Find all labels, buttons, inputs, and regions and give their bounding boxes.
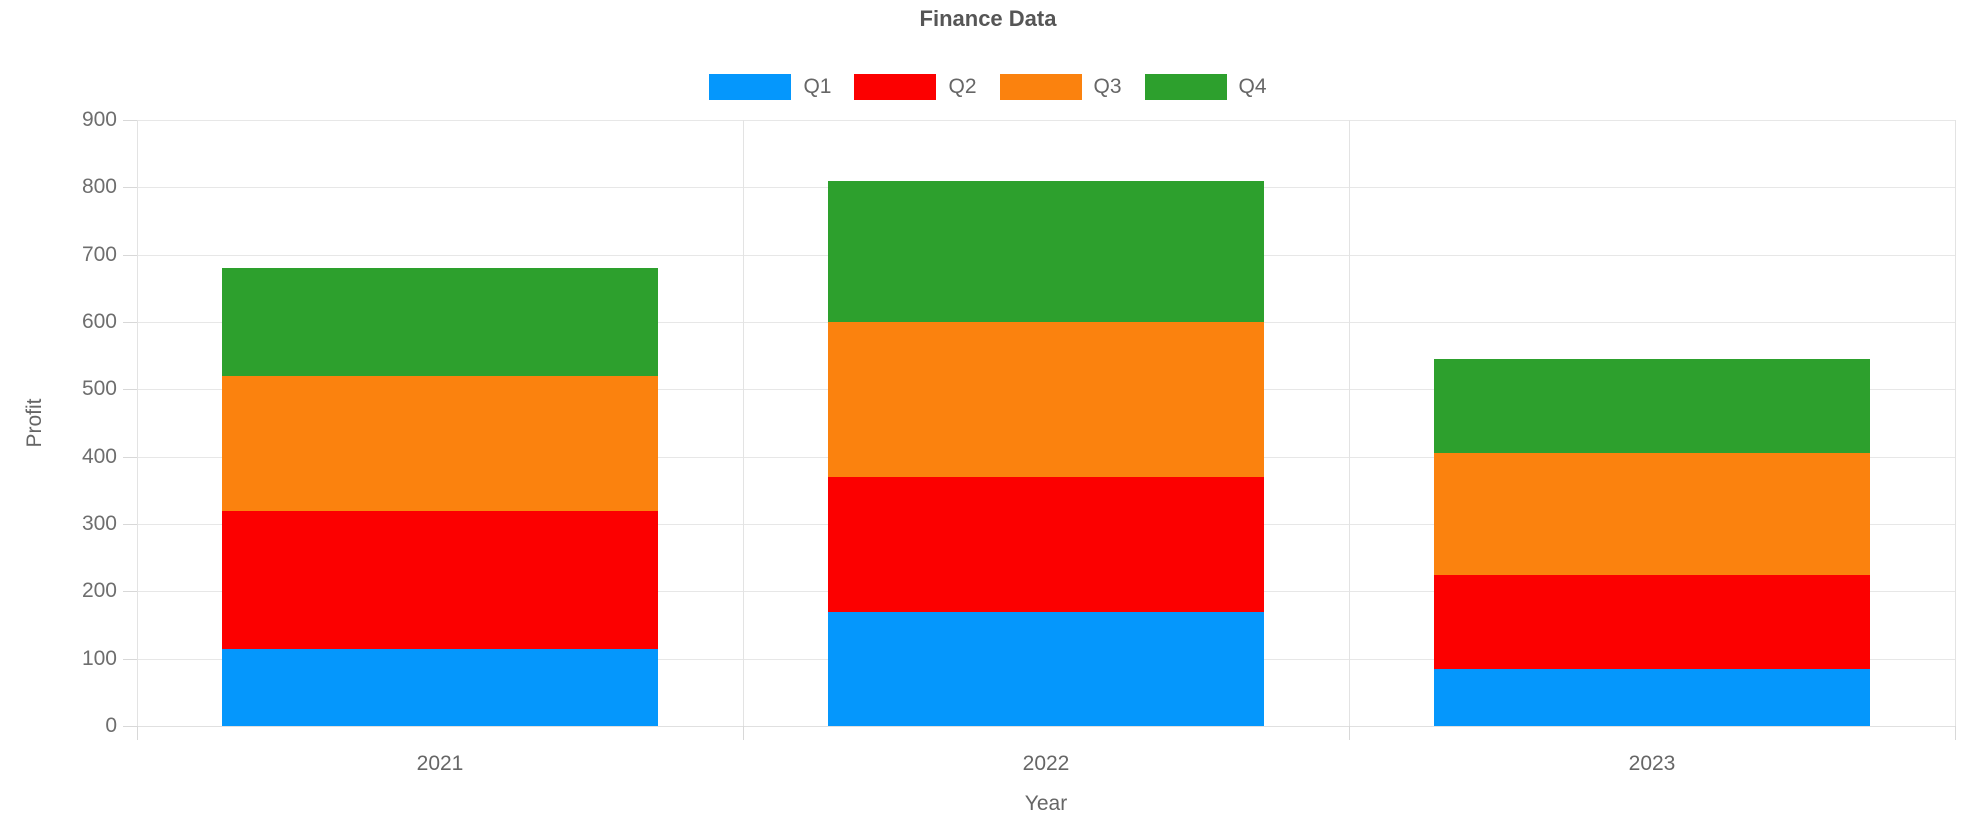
y-tick-label-0: 0 xyxy=(105,714,117,737)
legend-label-q1: Q1 xyxy=(803,75,832,98)
y-tick-label-100: 100 xyxy=(81,646,117,670)
plot-area xyxy=(137,120,1956,727)
y-tick-mark-200 xyxy=(123,591,137,593)
legend-label-q4: Q4 xyxy=(1238,75,1267,98)
y-tick-mark-600 xyxy=(123,322,137,323)
x-tick-mark-2 xyxy=(1349,726,1350,740)
bar-segment-2021-q3[interactable] xyxy=(222,375,658,511)
legend-item-q3[interactable]: Q3 xyxy=(999,74,1122,100)
bar-segment-2023-q2[interactable] xyxy=(1434,574,1870,669)
plot-right-border xyxy=(1955,120,1956,726)
legend-item-q1[interactable]: Q1 xyxy=(709,74,831,100)
category-separator xyxy=(743,120,744,726)
y-tick-label-600: 600 xyxy=(81,310,117,333)
bar-segment-2022-q3[interactable] xyxy=(828,322,1264,477)
legend-item-q2[interactable]: Q2 xyxy=(854,74,977,100)
x-tick-mark-3 xyxy=(1955,726,1956,740)
legend-swatch-q1 xyxy=(709,74,792,100)
legend-label-q2: Q2 xyxy=(948,75,977,98)
legend-swatch-q4 xyxy=(1144,74,1227,100)
y-tick-mark-100 xyxy=(123,658,137,660)
y-tick-mark-700 xyxy=(123,254,137,256)
x-tick-mark-0 xyxy=(137,726,138,740)
bar-2023 xyxy=(1434,120,1870,726)
x-category-label-2021: 2021 xyxy=(416,752,464,775)
category-separator xyxy=(1349,120,1350,726)
y-tick-mark-900 xyxy=(123,120,137,121)
y-axis-line xyxy=(137,120,138,726)
x-axis-title: Year xyxy=(1024,792,1068,815)
y-tick-mark-800 xyxy=(123,187,137,189)
bar-segment-2022-q2[interactable] xyxy=(828,476,1264,612)
legend-swatch-q2 xyxy=(854,74,937,100)
legend-swatch-q3 xyxy=(999,74,1082,100)
bar-segment-2021-q4[interactable] xyxy=(222,268,658,376)
y-tick-mark-0 xyxy=(123,726,137,727)
bar-segment-2021-q1[interactable] xyxy=(222,648,658,726)
y-axis-title: Profit xyxy=(23,398,46,448)
y-tick-mark-400 xyxy=(123,456,137,458)
bar-segment-2023-q1[interactable] xyxy=(1434,668,1870,726)
legend-label-q3: Q3 xyxy=(1093,75,1122,98)
bar-segment-2023-q3[interactable] xyxy=(1434,453,1870,575)
chart-title: Finance Data xyxy=(919,6,1057,31)
x-category-label-2022: 2022 xyxy=(1022,752,1070,775)
bar-2021 xyxy=(222,120,658,726)
y-gridline-0 xyxy=(137,726,1955,727)
x-tick-mark-1 xyxy=(743,726,744,740)
y-tick-label-500: 500 xyxy=(81,377,117,401)
y-tick-mark-500 xyxy=(123,389,137,391)
bar-2022 xyxy=(828,120,1264,726)
bar-segment-2021-q2[interactable] xyxy=(222,510,658,649)
y-tick-label-300: 300 xyxy=(81,512,117,535)
y-tick-label-700: 700 xyxy=(81,242,117,266)
x-category-label-2023: 2023 xyxy=(1628,752,1676,775)
legend: Q1 Q2 Q3 Q4 xyxy=(0,74,1976,100)
y-tick-label-900: 900 xyxy=(81,108,117,131)
bar-segment-2022-q4[interactable] xyxy=(828,180,1264,322)
y-gridline-900 xyxy=(137,120,1955,121)
legend-item-q4[interactable]: Q4 xyxy=(1144,74,1267,100)
y-tick-mark-300 xyxy=(123,524,137,525)
bar-segment-2023-q4[interactable] xyxy=(1434,359,1870,454)
y-tick-label-400: 400 xyxy=(81,444,117,468)
bar-segment-2022-q1[interactable] xyxy=(828,611,1264,726)
y-tick-label-800: 800 xyxy=(81,175,117,199)
y-tick-label-200: 200 xyxy=(81,579,117,603)
